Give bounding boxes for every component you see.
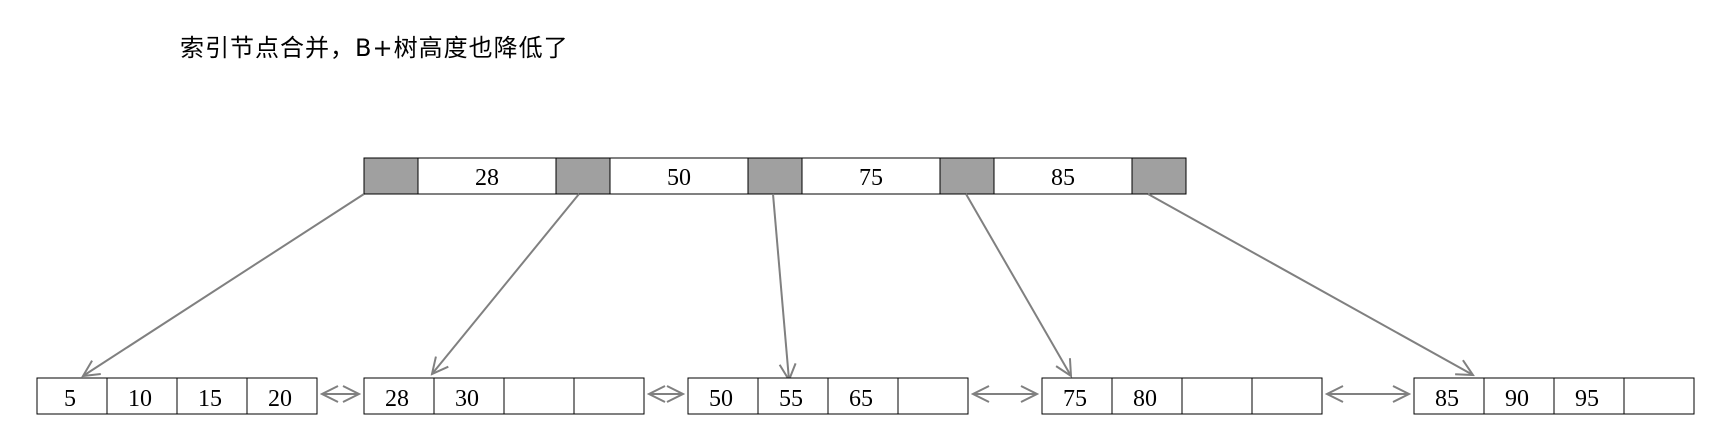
leaf-key-cell (573, 377, 645, 415)
root-key: 50 (667, 165, 691, 191)
leaf-key: 10 (128, 386, 152, 412)
leaf-node: 75 80 (1041, 377, 1323, 415)
leaf-key-cell (1251, 377, 1323, 415)
root-key-cell (993, 157, 1133, 195)
leaf-key-cell (1413, 377, 1485, 415)
leaf-key-cell (503, 377, 575, 415)
caption: 索引节点合并，B+树高度也降低了 (180, 34, 569, 62)
root-pointer-cell (1131, 157, 1187, 195)
leaf-key-cell (1111, 377, 1183, 415)
leaf-key-cell (36, 377, 108, 415)
child-pointer-arrow (772, 193, 789, 380)
leaf-key-cell (1553, 377, 1625, 415)
leaf-node: 50 55 65 (687, 377, 969, 415)
leaf-key: 90 (1505, 386, 1529, 412)
root-node: 28 50 75 85 (363, 157, 1187, 195)
leaf-key-cell (1483, 377, 1555, 415)
leaf-key: 30 (455, 386, 479, 412)
child-pointer-arrow (83, 193, 365, 376)
leaf-key-cell (687, 377, 759, 415)
root-pointer-cell (363, 157, 419, 195)
leaf-key: 75 (1063, 386, 1087, 412)
leaf-key: 55 (779, 386, 803, 412)
leaf-key: 50 (709, 386, 733, 412)
child-pointer-arrow (965, 193, 1071, 376)
child-pointers (83, 193, 1473, 380)
root-pointer-cell (939, 157, 995, 195)
leaf-key-cell (897, 377, 969, 415)
root-pointer-cell (747, 157, 803, 195)
leaf-key: 15 (198, 386, 222, 412)
root-key-cell (609, 157, 749, 195)
leaf-key: 28 (385, 386, 409, 412)
root-key-cell (417, 157, 557, 195)
leaf-key-cell (246, 377, 318, 415)
leaf-key-cell (433, 377, 505, 415)
leaf-node: 28 30 (363, 377, 645, 415)
leaf-key: 85 (1435, 386, 1459, 412)
leaf-key-cell (106, 377, 178, 415)
leaf-key: 95 (1575, 386, 1599, 412)
leaf-key-cell (757, 377, 829, 415)
leaf-key-cell (363, 377, 435, 415)
root-key-cell (801, 157, 941, 195)
child-pointer-arrow (432, 193, 580, 374)
leaf-nodes: 5 10 15 20 28 30 50 55 65 75 80 85 90 95 (36, 377, 1695, 415)
root-pointer-cell (555, 157, 611, 195)
leaf-key-cell (1181, 377, 1253, 415)
child-pointer-arrow (1147, 193, 1473, 375)
root-key: 28 (475, 165, 499, 191)
leaf-key: 80 (1133, 386, 1157, 412)
leaf-key-cell (827, 377, 899, 415)
leaf-key-cell (1623, 377, 1695, 415)
leaf-key: 20 (268, 386, 292, 412)
root-key: 85 (1051, 165, 1075, 191)
leaf-key-cell (1041, 377, 1113, 415)
root-key: 75 (859, 165, 883, 191)
leaf-node: 85 90 95 (1413, 377, 1695, 415)
leaf-node: 5 10 15 20 (36, 377, 318, 415)
leaf-key: 65 (849, 386, 873, 412)
leaf-key: 5 (64, 386, 76, 412)
